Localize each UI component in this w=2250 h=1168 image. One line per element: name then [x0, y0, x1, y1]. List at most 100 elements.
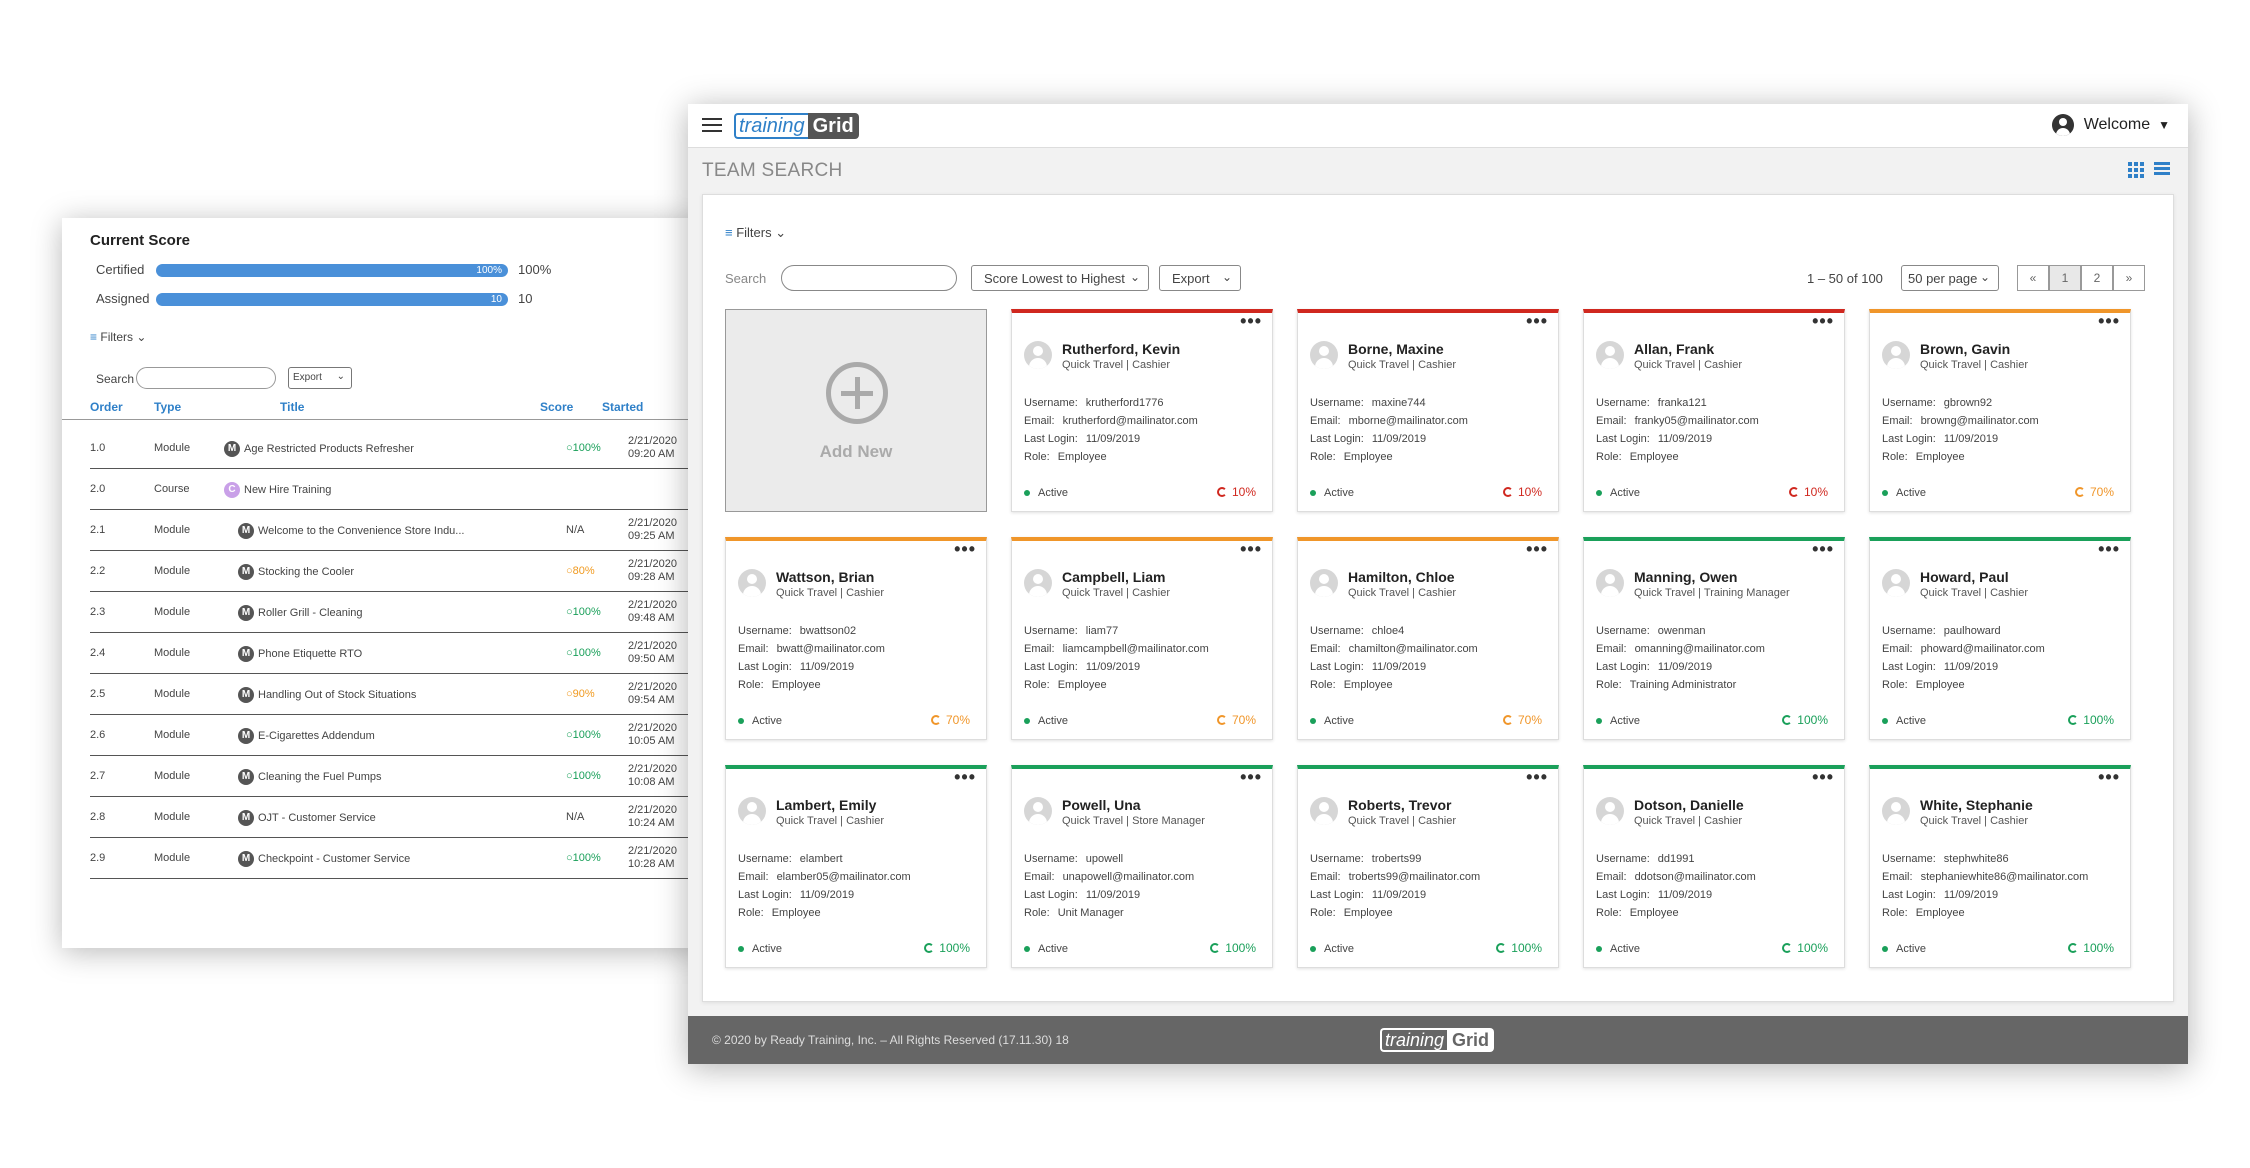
table-row[interactable]: 2.7 Module M Cleaning the Fuel Pumps ○100% 2/…	[90, 756, 702, 797]
sort-select[interactable]: Score Lowest to Highest ⌄	[971, 265, 1149, 291]
field-value: mborne@mailinator.com	[1348, 415, 1468, 427]
more-options-icon[interactable]: •••	[954, 767, 976, 787]
row-title[interactable]: M E-Cigarettes Addendum	[238, 728, 508, 744]
member-name[interactable]: Lambert, Emily	[776, 797, 877, 813]
member-location-role: Quick Travel | Cashier	[1634, 359, 1743, 371]
team-member-card[interactable]: ••• Campbell, Liam Quick Travel | Cashier U…	[1011, 537, 1273, 740]
team-member-card[interactable]: ••• Borne, Maxine Quick Travel | Cashier Us…	[1297, 309, 1559, 512]
team-member-card[interactable]: ••• Hamilton, Chloe Quick Travel | Cashier…	[1297, 537, 1559, 740]
more-options-icon[interactable]: •••	[1240, 767, 1262, 787]
add-new-card[interactable]: Add New	[725, 309, 987, 512]
more-options-icon[interactable]: •••	[1812, 767, 1834, 787]
export-select[interactable]: Export ⌄	[288, 367, 352, 389]
more-options-icon[interactable]: •••	[1240, 311, 1262, 331]
member-score: 100%	[924, 941, 970, 955]
row-title[interactable]: M Checkpoint - Customer Service	[238, 851, 508, 867]
more-options-icon[interactable]: •••	[1812, 311, 1834, 331]
field-label: Username:	[1024, 625, 1078, 637]
member-name[interactable]: Allan, Frank	[1634, 341, 1715, 357]
table-row[interactable]: 1.0 Module M Age Restricted Products Refres…	[90, 428, 702, 469]
member-name[interactable]: Manning, Owen	[1634, 569, 1738, 585]
status-dot-icon	[1596, 490, 1602, 497]
table-row[interactable]: 2.4 Module M Phone Etiquette RTO ○100% 2/21/2…	[90, 633, 702, 674]
column-order[interactable]: Order	[90, 400, 123, 414]
field-label: Last Login:	[1310, 433, 1364, 445]
team-member-card[interactable]: ••• Allan, Frank Quick Travel | Cashier Use…	[1583, 309, 1845, 512]
training-grid-logo[interactable]: training Grid	[734, 112, 859, 140]
member-name[interactable]: Roberts, Trevor	[1348, 797, 1452, 813]
team-member-card[interactable]: ••• Powell, Una Quick Travel | Store Manag…	[1011, 765, 1273, 968]
member-name[interactable]: Campbell, Liam	[1062, 569, 1166, 585]
user-avatar-icon	[2051, 114, 2074, 136]
row-title[interactable]: M Welcome to the Convenience Store Indu..…	[238, 523, 508, 539]
filters-toggle[interactable]: ≡ Filters ⌄	[725, 225, 786, 241]
more-options-icon[interactable]: •••	[1526, 311, 1548, 331]
field-value: chloe4	[1371, 625, 1405, 637]
filters-toggle[interactable]: ≡ Filters ⌄	[90, 330, 146, 344]
search-input[interactable]	[781, 265, 957, 291]
more-options-icon[interactable]: •••	[2098, 767, 2120, 787]
row-score: ○100%	[566, 606, 601, 618]
export-select[interactable]: Export ⌄	[1159, 265, 1241, 291]
more-options-icon[interactable]: •••	[954, 539, 976, 559]
grid-view-icon[interactable]	[2128, 162, 2144, 178]
row-started-date: 2/21/2020	[628, 558, 677, 570]
list-view-icon[interactable]	[2154, 162, 2170, 178]
member-name[interactable]: Brown, Gavin	[1920, 341, 2011, 357]
more-options-icon[interactable]: •••	[2098, 311, 2120, 331]
pagination-page-1-button[interactable]: 1	[2049, 265, 2081, 291]
search-input[interactable]	[136, 367, 276, 389]
row-title[interactable]: M Handling Out of Stock Situations	[238, 687, 508, 703]
column-started[interactable]: Started	[602, 400, 644, 414]
member-name[interactable]: Borne, Maxine	[1348, 341, 1444, 357]
pagination-last-button[interactable]: »	[2113, 265, 2145, 291]
hamburger-menu-icon[interactable]	[702, 118, 722, 134]
table-row[interactable]: 2.2 Module M Stocking the Cooler ○80% 2/21/20…	[90, 551, 702, 592]
table-row[interactable]: 2.1 Module M Welcome to the Convenience Sto…	[90, 510, 702, 551]
member-name[interactable]: Hamilton, Chloe	[1348, 569, 1455, 585]
member-name[interactable]: Rutherford, Kevin	[1062, 341, 1181, 357]
more-options-icon[interactable]: •••	[2098, 539, 2120, 559]
row-title[interactable]: M Stocking the Cooler	[238, 564, 508, 580]
team-member-card[interactable]: ••• Lambert, Emily Quick Travel | Cashier U…	[725, 765, 987, 968]
team-member-card[interactable]: ••• Roberts, Trevor Quick Travel | Cashier…	[1297, 765, 1559, 968]
team-member-card[interactable]: ••• Wattson, Brian Quick Travel | Cashier U…	[725, 537, 987, 740]
team-member-card[interactable]: ••• Brown, Gavin Quick Travel | Cashier Use…	[1869, 309, 2131, 512]
row-title[interactable]: M OJT - Customer Service	[238, 810, 508, 826]
member-name[interactable]: Powell, Una	[1062, 797, 1141, 813]
table-row[interactable]: 2.5 Module M Handling Out of Stock Situatio…	[90, 674, 702, 715]
team-member-card[interactable]: ••• Rutherford, Kevin Quick Travel | Cashi…	[1011, 309, 1273, 512]
team-member-card[interactable]: ••• Howard, Paul Quick Travel | Cashier Use…	[1869, 537, 2131, 740]
field-label: Email:	[1596, 643, 1627, 655]
table-row[interactable]: 2.0 Course C New Hire Training	[90, 469, 702, 510]
more-options-icon[interactable]: •••	[1240, 539, 1262, 559]
welcome-user-menu[interactable]: Welcome ▼	[2051, 114, 2170, 136]
more-options-icon[interactable]: •••	[1526, 539, 1548, 559]
table-row[interactable]: 2.9 Module M Checkpoint - Customer Service ○…	[90, 838, 702, 879]
team-member-card[interactable]: ••• Manning, Owen Quick Travel | Training …	[1583, 537, 1845, 740]
pagination-first-button[interactable]: «	[2017, 265, 2049, 291]
row-title[interactable]: M Age Restricted Products Refresher	[224, 441, 494, 457]
column-title[interactable]: Title	[280, 400, 305, 414]
member-name[interactable]: Dotson, Danielle	[1634, 797, 1744, 813]
team-member-card[interactable]: ••• Dotson, Danielle Quick Travel | Cashie…	[1583, 765, 1845, 968]
member-name[interactable]: Wattson, Brian	[776, 569, 875, 585]
table-row[interactable]: 2.8 Module M OJT - Customer Service N/A 2/21/…	[90, 797, 702, 838]
row-title[interactable]: C New Hire Training	[224, 482, 494, 498]
pagination-page-2-button[interactable]: 2	[2081, 265, 2113, 291]
row-title[interactable]: M Roller Grill - Cleaning	[238, 605, 508, 621]
per-page-select[interactable]: 50 per page ⌄	[1901, 265, 1999, 291]
more-options-icon[interactable]: •••	[1812, 539, 1834, 559]
member-name[interactable]: Howard, Paul	[1920, 569, 2009, 585]
more-options-icon[interactable]: •••	[1526, 767, 1548, 787]
column-type[interactable]: Type	[154, 400, 182, 414]
table-row[interactable]: 2.3 Module M Roller Grill - Cleaning ○100% 2/…	[90, 592, 702, 633]
row-title[interactable]: M Phone Etiquette RTO	[238, 646, 508, 662]
team-member-card[interactable]: ••• White, Stephanie Quick Travel | Cashie…	[1869, 765, 2131, 968]
member-name[interactable]: White, Stephanie	[1920, 797, 2033, 813]
score-text: 70%	[2089, 485, 2114, 499]
column-score[interactable]: Score	[540, 400, 574, 414]
status-dot-icon	[1596, 718, 1602, 725]
table-row[interactable]: 2.6 Module M E-Cigarettes Addendum ○100% 2/21…	[90, 715, 702, 756]
row-title[interactable]: M Cleaning the Fuel Pumps	[238, 769, 508, 785]
